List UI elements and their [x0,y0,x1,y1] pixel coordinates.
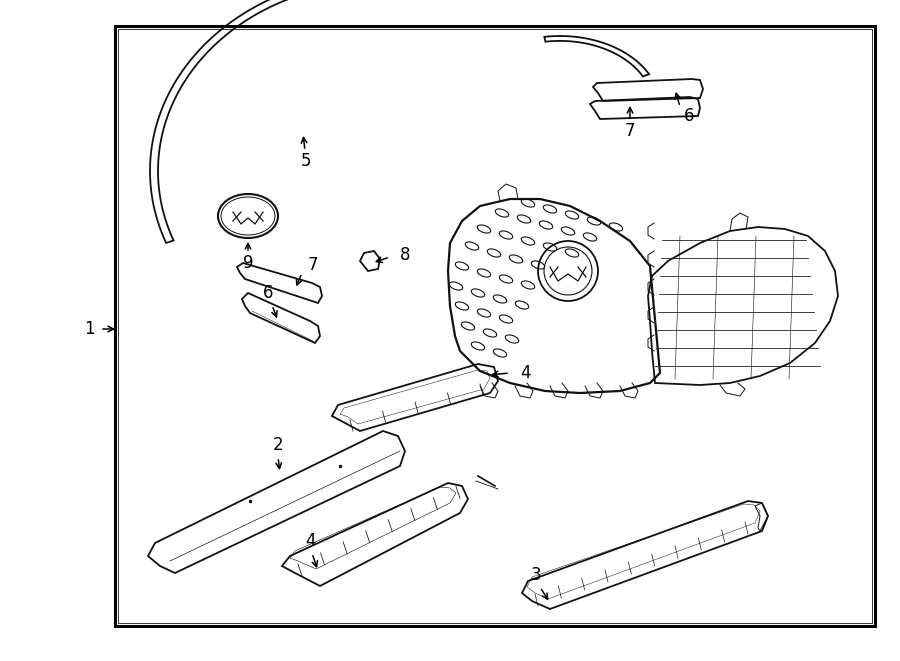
Text: 1: 1 [85,320,95,338]
Text: 4: 4 [305,532,315,550]
Text: 6: 6 [684,107,695,125]
Text: 7: 7 [308,256,319,274]
Text: 4: 4 [520,364,530,382]
Bar [115,26,875,626]
Text: 3: 3 [531,566,541,584]
Bar [118,29,872,623]
Text: 8: 8 [400,246,410,264]
Text: 5: 5 [301,152,311,170]
Text: 7: 7 [625,122,635,140]
Text: 6: 6 [263,284,274,302]
Text: 9: 9 [243,254,253,272]
Text: 2: 2 [273,436,284,454]
